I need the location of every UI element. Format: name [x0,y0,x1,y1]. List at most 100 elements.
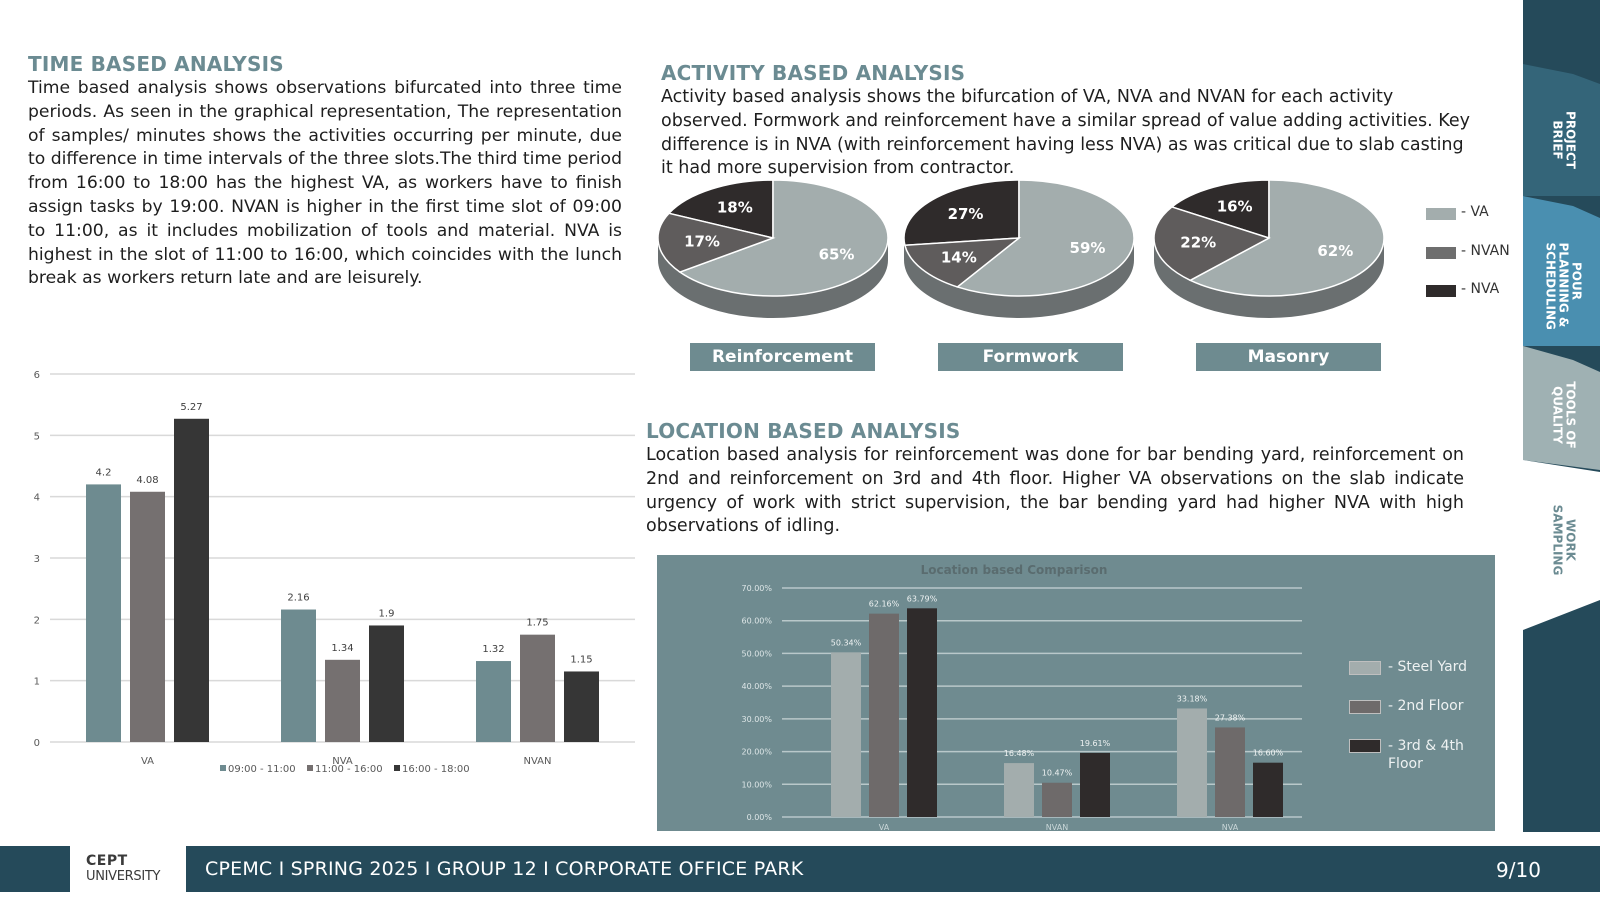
location-bar [1177,708,1207,817]
loc-legend-3rd-swatch [1349,739,1381,753]
time-bar-label: 1.75 [526,618,548,629]
time-ytick: 5 [34,431,40,442]
location-bar [907,608,937,817]
time-bar [369,625,404,742]
time-bar-label: 2.16 [287,593,309,604]
tab-tools-of-quality[interactable]: TOOLS OF QUALITY [1523,370,1600,460]
pie-slice-nva [1170,179,1270,240]
location-ytick: 40.00% [741,682,772,691]
time-bar [520,634,555,742]
legend-va-swatch [1426,208,1456,220]
location-bar-label: 63.79% [907,594,938,603]
time-analysis-text: Time based analysis shows observations b… [28,78,622,289]
location-analysis-heading: LOCATION BASED ANALYSIS [646,419,961,443]
activity-analysis-text: Activity based analysis shows the bifurc… [661,87,1470,179]
time-bar-chart: 0 1 2 3 4 5 6 4.2 4.08 5.27 VA 2.16 1.34 1.9 NVA 1.32 1.… [34,370,635,775]
pie-slice-label: 18% [717,199,753,217]
pie-slice-va [1188,179,1385,297]
location-bar-label: 50.34% [831,638,862,647]
logo-line2: UNIVERSITY [86,869,161,884]
pie-formwork: 27% 59% 14% [903,179,1135,318]
tab-pour-planning-bg [1523,196,1600,346]
tab-work-sampling-bg [1523,460,1600,630]
location-chart-title: Location based Comparison [921,563,1108,577]
sidebar-nav [1523,0,1600,832]
location-bar-label: 16.60% [1253,749,1284,758]
location-xtick: VA [879,823,890,831]
location-ytick: 30.00% [741,715,772,724]
time-ytick: 2 [34,615,40,626]
legend-nva-swatch [1426,285,1456,297]
activity-analysis-heading: ACTIVITY BASED ANALYSIS [661,61,966,85]
cept-logo: CEPT UNIVERSITY [70,846,186,892]
loc-legend-2nd-swatch [1349,700,1381,714]
pie-slice-label: 62% [1317,242,1353,260]
loc-legend-steel-swatch [1349,661,1381,675]
location-ytick: 50.00% [741,649,772,658]
pie-slice-nva [667,179,774,239]
time-ytick: 6 [34,370,40,381]
time-legend-label: 16:00 - 18:00 [402,764,470,775]
location-ytick: 60.00% [741,617,772,626]
location-ytick: 70.00% [741,584,772,593]
time-ytick: 3 [34,554,40,565]
location-bar [1215,727,1245,817]
time-analysis-heading: TIME BASED ANALYSIS [28,52,284,76]
tab-work-sampling[interactable]: WORK SAMPLING [1523,480,1600,600]
time-xtick: VA [141,756,154,767]
tab-tools-of-quality-bg [1523,346,1600,470]
pie-masonry: 16% 62% 22% [1153,179,1385,318]
location-bar-label: 19.61% [1080,739,1111,748]
time-bar-label: 4.08 [136,475,158,486]
time-bar [281,609,316,742]
time-bar [174,418,209,742]
pie-slice-label: 17% [684,232,720,250]
location-xtick: NVAN [1046,823,1068,831]
legend-nvan-swatch [1426,247,1456,259]
time-bar-label: 1.9 [379,608,395,619]
tab-pour-planning[interactable]: POUR PLANNING & SCHEDULING [1523,220,1600,340]
loc-legend-steel-label: - Steel Yard [1388,659,1468,675]
pie-slice-label: 14% [941,248,977,266]
location-bar [1042,782,1072,817]
loc-legend-2nd-label: - 2nd Floor [1388,698,1464,714]
legend-nvan-label: - NVAN [1461,243,1510,259]
time-bar-label: 1.15 [570,654,592,665]
location-bar-label: 16.48% [1004,749,1035,758]
location-xtick: NVA [1222,823,1239,831]
pie-slice-label: 22% [1180,234,1216,252]
location-bar [1253,762,1283,817]
activity-pie-charts: 18% 65% 17% 27% 59% 14% 16% 62% 22% [657,179,1385,318]
pie-slice-va [955,179,1135,297]
time-bar-label: 1.32 [482,644,504,655]
pie-slice-label: 27% [948,205,984,223]
tab-project-brief-label: PROJECT BRIEF [1550,111,1578,169]
time-bar-label: 4.2 [96,467,112,478]
location-ytick: 0.00% [747,813,773,822]
location-bar-label: 33.18% [1177,694,1208,703]
pie-side [904,238,1134,318]
time-bar [86,484,121,742]
time-legend-swatch [220,765,226,771]
tab-project-brief-bg [1523,64,1600,196]
tab-work-sampling-label: WORK SAMPLING [1550,504,1578,576]
time-ytick: 0 [34,738,40,749]
footer-bar [0,846,1600,892]
pie-slice-nva [903,179,1020,247]
time-xtick: NVA [332,756,353,767]
location-ytick: 10.00% [741,780,772,789]
pie-slice-label: 65% [819,245,855,263]
logo-line1: CEPT [86,853,128,869]
time-legend-swatch [394,765,400,771]
location-bar [1080,752,1110,817]
footer-title: CPEMC I SPRING 2025 I GROUP 12 I CORPORA… [205,858,804,880]
time-bar [130,491,165,742]
time-bar [476,661,511,742]
time-ytick: 1 [34,677,40,688]
location-bar [869,613,899,817]
pie-slice-nvan [1153,206,1271,282]
pie-side [658,238,888,318]
tab-project-brief[interactable]: PROJECT BRIEF [1523,90,1600,190]
tab-pour-planning-label: POUR PLANNING & SCHEDULING [1543,242,1584,330]
time-bar-label: 5.27 [180,402,202,413]
